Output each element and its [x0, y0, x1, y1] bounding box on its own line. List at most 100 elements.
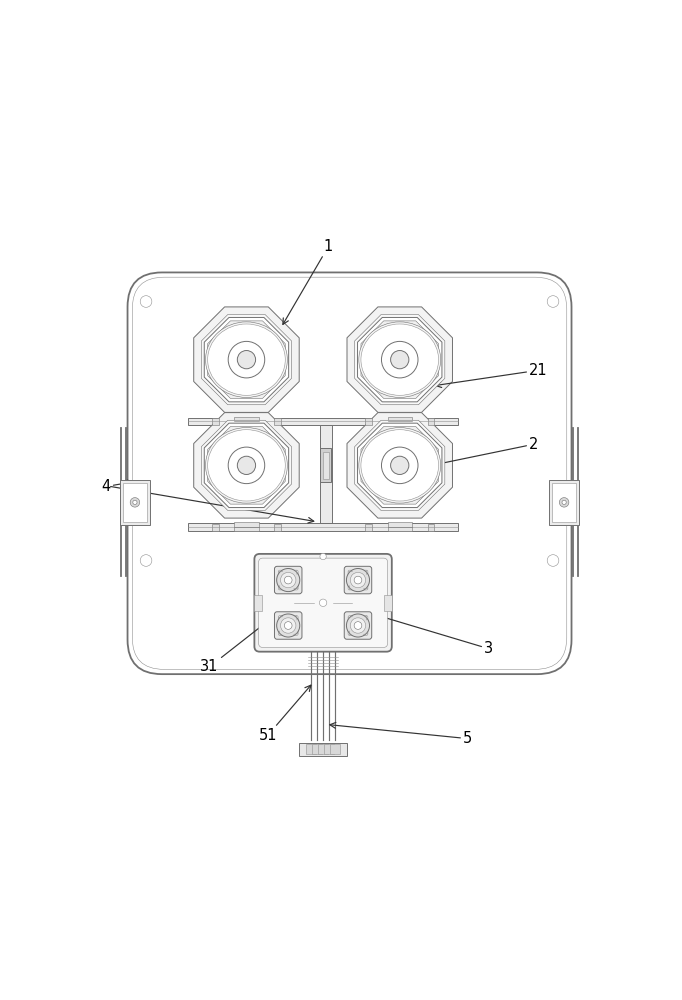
Circle shape	[346, 614, 370, 637]
Bar	[387, 522, 412, 531]
FancyBboxPatch shape	[344, 612, 372, 639]
Ellipse shape	[359, 428, 441, 503]
Circle shape	[130, 498, 140, 507]
Bar	[306, 744, 316, 754]
Ellipse shape	[361, 430, 439, 501]
Bar	[212, 418, 218, 425]
Bar	[318, 744, 328, 754]
Circle shape	[228, 447, 265, 484]
Circle shape	[277, 614, 300, 637]
Circle shape	[351, 572, 366, 588]
Bar	[212, 524, 218, 531]
Bar	[119, 480, 150, 525]
Circle shape	[237, 456, 256, 474]
Text: 51: 51	[258, 685, 311, 743]
Circle shape	[319, 599, 327, 606]
Ellipse shape	[361, 324, 439, 395]
Bar	[428, 418, 434, 425]
Text: 3: 3	[370, 612, 494, 656]
FancyBboxPatch shape	[278, 616, 298, 635]
Ellipse shape	[205, 428, 287, 503]
Circle shape	[391, 456, 409, 474]
Text: 4: 4	[102, 479, 133, 494]
Bar	[325, 744, 334, 754]
Circle shape	[280, 572, 296, 588]
Polygon shape	[205, 317, 288, 402]
Text: 31: 31	[201, 614, 276, 674]
Circle shape	[284, 576, 292, 584]
Polygon shape	[208, 321, 285, 398]
Bar	[331, 744, 340, 754]
Text: 2: 2	[436, 437, 539, 466]
Circle shape	[354, 622, 362, 629]
Bar	[188, 523, 458, 531]
Bar	[320, 425, 331, 523]
Circle shape	[133, 500, 137, 504]
Polygon shape	[361, 321, 439, 398]
Bar	[321, 448, 331, 482]
Polygon shape	[201, 315, 291, 405]
Polygon shape	[355, 420, 445, 510]
Circle shape	[562, 500, 566, 504]
Polygon shape	[201, 420, 291, 510]
Bar	[549, 480, 580, 525]
Polygon shape	[347, 307, 452, 412]
Bar	[274, 418, 281, 425]
Circle shape	[559, 498, 569, 507]
Bar	[428, 524, 434, 531]
FancyBboxPatch shape	[348, 570, 368, 590]
Text: 5: 5	[330, 722, 473, 746]
FancyBboxPatch shape	[254, 554, 392, 652]
Circle shape	[277, 569, 300, 592]
Bar	[323, 452, 329, 479]
FancyBboxPatch shape	[274, 612, 302, 639]
Bar	[235, 522, 258, 531]
Circle shape	[284, 622, 292, 629]
Bar	[188, 418, 458, 425]
FancyBboxPatch shape	[344, 566, 372, 594]
Circle shape	[228, 341, 265, 378]
Bar	[123, 483, 147, 522]
Circle shape	[140, 555, 152, 566]
Bar	[385, 595, 392, 611]
Bar	[366, 418, 372, 425]
Polygon shape	[355, 315, 445, 405]
Polygon shape	[194, 413, 299, 518]
Bar	[235, 417, 258, 425]
FancyBboxPatch shape	[274, 566, 302, 594]
Polygon shape	[208, 427, 285, 504]
Circle shape	[351, 618, 366, 633]
Circle shape	[346, 569, 370, 592]
Bar	[387, 417, 412, 425]
Ellipse shape	[205, 322, 287, 397]
Circle shape	[237, 351, 256, 369]
Text: 21: 21	[436, 363, 548, 388]
Ellipse shape	[207, 324, 285, 395]
Bar	[312, 744, 322, 754]
Ellipse shape	[359, 322, 441, 397]
Circle shape	[547, 555, 559, 566]
Circle shape	[381, 341, 418, 378]
Circle shape	[280, 618, 296, 633]
Circle shape	[320, 553, 326, 560]
Circle shape	[391, 351, 409, 369]
Bar	[552, 483, 576, 522]
Circle shape	[354, 576, 362, 584]
Text: 1: 1	[283, 239, 333, 324]
Polygon shape	[357, 317, 442, 402]
Bar	[254, 595, 262, 611]
Polygon shape	[205, 423, 288, 508]
Polygon shape	[357, 423, 442, 508]
FancyBboxPatch shape	[128, 272, 572, 674]
FancyBboxPatch shape	[348, 616, 368, 635]
Polygon shape	[194, 307, 299, 412]
Circle shape	[381, 447, 418, 484]
Circle shape	[547, 296, 559, 307]
Polygon shape	[347, 413, 452, 518]
Ellipse shape	[207, 430, 285, 501]
Bar	[366, 524, 372, 531]
FancyBboxPatch shape	[258, 558, 387, 647]
Bar	[274, 524, 281, 531]
Bar	[299, 743, 347, 756]
FancyBboxPatch shape	[278, 570, 298, 590]
